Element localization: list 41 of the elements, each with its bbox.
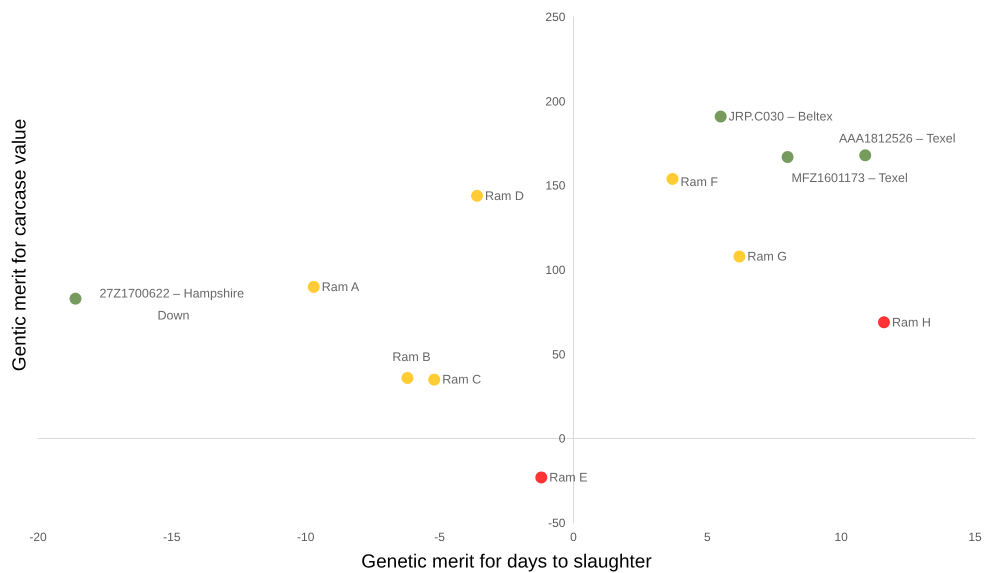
y-axis-title: Gentic merit for carcase value xyxy=(10,118,30,372)
x-tick-label: 15 xyxy=(968,530,982,544)
point xyxy=(471,190,484,202)
y-tick-label: 200 xyxy=(545,94,566,108)
annotation: Ram D xyxy=(485,188,524,203)
point xyxy=(714,110,727,123)
point xyxy=(859,149,872,162)
x-tick-label: -10 xyxy=(297,530,315,544)
annotation: 27Z1700622 – Hampshire Down xyxy=(99,286,248,323)
point xyxy=(782,150,794,163)
point xyxy=(401,372,414,384)
x-tick-label: 5 xyxy=(704,530,711,544)
point xyxy=(733,250,746,263)
annotation: AAA1812526 – Texel xyxy=(838,131,956,146)
annotation: JRP.C030 – Beltex xyxy=(728,110,834,124)
y-tick-label: 250 xyxy=(545,10,566,24)
annotation: Ram B xyxy=(392,350,431,364)
y-tick-label: -50 xyxy=(548,516,566,530)
annotation: Ram H xyxy=(892,315,931,330)
x-tick-label: 10 xyxy=(834,530,848,544)
y-tick-label: 100 xyxy=(545,263,566,277)
point xyxy=(428,374,440,386)
y-tick-label: 0 xyxy=(558,432,566,446)
point xyxy=(666,172,678,185)
x-axis-title: Genetic merit for days to slaughter xyxy=(361,552,652,572)
point xyxy=(535,471,548,484)
annotation: Ram F xyxy=(680,174,718,189)
x-tick-label: 0 xyxy=(570,530,578,544)
point xyxy=(308,280,320,293)
annotation: Ram C xyxy=(442,372,482,387)
x-tick-label: -5 xyxy=(434,530,446,544)
annotation: MFZ1601173 – Texel xyxy=(791,170,908,185)
x-tick-label: -20 xyxy=(29,530,47,544)
y-tick-label: 150 xyxy=(545,178,566,193)
annotation: Ram A xyxy=(322,280,360,294)
annotation: Ram E xyxy=(549,470,588,484)
point xyxy=(878,316,890,328)
x-tick-label: -15 xyxy=(163,530,181,544)
point xyxy=(69,292,82,305)
annotation: Ram G xyxy=(747,250,788,264)
y-tick-label: 50 xyxy=(552,347,566,362)
